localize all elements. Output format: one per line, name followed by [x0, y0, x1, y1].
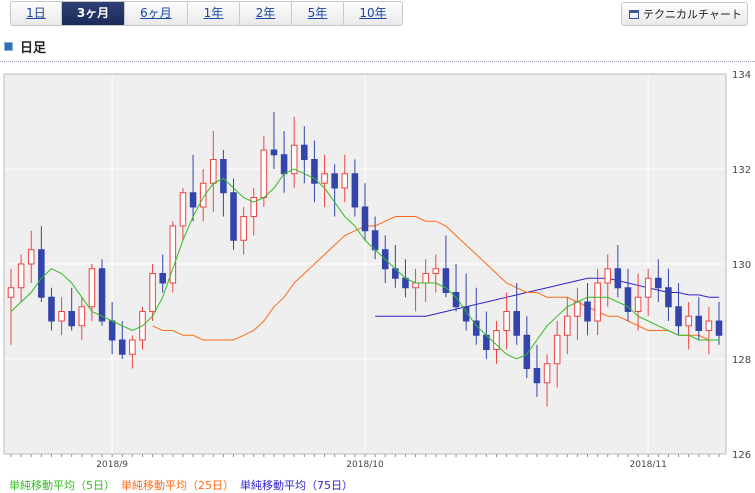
- tab-2[interactable]: 6ヶ月: [125, 2, 188, 25]
- legend-item-1: 単純移動平均（25日）: [121, 479, 234, 492]
- tab-0[interactable]: 1日: [11, 2, 62, 25]
- candle-body: [574, 301, 581, 317]
- y-tick-label: 130: [732, 260, 751, 271]
- candle-body: [564, 315, 571, 336]
- candle-body: [695, 315, 703, 331]
- candle-body: [311, 159, 318, 184]
- technical-chart-label: テクニカルチャート: [643, 8, 742, 21]
- dotted-divider: [0, 61, 755, 62]
- candle-body: [210, 159, 217, 184]
- period-tabs: 1日 3ヶ月 6ヶ月 1年 2年 5年 10年: [10, 1, 403, 26]
- sma75-line: [375, 277, 719, 317]
- candle-body: [412, 282, 419, 289]
- sma5-line: [10, 168, 719, 360]
- x-tick-label: 2018/9: [96, 460, 128, 470]
- candle-body: [442, 268, 450, 293]
- candle-body: [715, 320, 723, 336]
- candle-body: [634, 296, 642, 312]
- candle-body: [584, 301, 591, 322]
- tab-4[interactable]: 2年: [240, 2, 292, 25]
- candle-body: [685, 315, 692, 327]
- chart-legend: 単純移動平均（5日） 単純移動平均（25日） 単純移動平均（75日）: [9, 477, 359, 493]
- candle-body: [321, 173, 328, 184]
- candle-body: [523, 334, 531, 369]
- candle-body: [655, 277, 662, 289]
- sma25-line: [152, 216, 719, 341]
- candle-body: [503, 311, 510, 331]
- candle-body: [88, 268, 96, 308]
- candle-body: [250, 197, 258, 217]
- candle-body: [665, 287, 672, 308]
- candle-body: [179, 192, 187, 227]
- candle-body: [432, 268, 440, 274]
- candle-body: [513, 311, 520, 336]
- y-tick-label: 126: [732, 450, 751, 461]
- candle-body: [371, 230, 379, 251]
- candle-body: [149, 273, 156, 312]
- candle-body: [159, 273, 166, 284]
- candle-body: [614, 268, 622, 289]
- candle-body: [331, 173, 338, 189]
- candle-body: [270, 149, 278, 156]
- candle-body: [169, 225, 177, 284]
- candle-body: [38, 249, 45, 298]
- candle-body: [452, 292, 460, 308]
- candle-body: [48, 296, 55, 322]
- candle-body: [604, 268, 612, 284]
- tab-1[interactable]: 3ヶ月: [62, 2, 125, 25]
- y-tick-label: 132: [732, 165, 751, 176]
- candle-body: [220, 159, 227, 194]
- window-icon: [629, 9, 639, 19]
- square-bullet-icon: [4, 41, 13, 51]
- candle-body: [301, 144, 308, 160]
- candle-body: [189, 192, 197, 208]
- candle-body: [675, 306, 682, 327]
- candle-body: [705, 320, 713, 331]
- candle-body: [533, 368, 541, 384]
- candle-body: [68, 311, 75, 327]
- candle-body: [543, 363, 551, 384]
- candle-body: [280, 154, 288, 175]
- section-heading: 日足: [4, 38, 47, 56]
- x-tick-label: 2018/10: [346, 460, 384, 470]
- candle-body: [361, 206, 369, 232]
- candle-body: [493, 330, 500, 350]
- x-tick-label: 2018/11: [630, 460, 667, 470]
- candle-body: [17, 263, 25, 289]
- candle-body: [199, 182, 207, 208]
- tab-3[interactable]: 1年: [188, 2, 240, 25]
- candle-body: [351, 173, 359, 208]
- y-tick-label: 128: [732, 355, 751, 366]
- candle-body: [7, 287, 15, 298]
- candle-body: [422, 273, 429, 284]
- candle-body: [98, 268, 106, 322]
- y-tick-label: 134: [732, 70, 751, 81]
- candle-body: [260, 149, 268, 198]
- candle-body: [553, 334, 561, 365]
- candle-body: [118, 339, 126, 355]
- candle-body: [341, 173, 349, 189]
- candle-body: [644, 277, 652, 298]
- candle-body: [78, 306, 86, 327]
- tab-5[interactable]: 5年: [292, 2, 344, 25]
- candle-body: [290, 144, 298, 175]
- technical-chart-button[interactable]: テクニカルチャート: [621, 2, 748, 26]
- candle-body: [240, 216, 247, 241]
- candle-body: [27, 249, 35, 265]
- plot-border: [3, 73, 727, 455]
- candle-body: [129, 339, 136, 355]
- legend-item-2: 単純移動平均（75日）: [240, 479, 353, 492]
- tab-6[interactable]: 10年: [359, 6, 387, 20]
- candle-body: [624, 287, 632, 312]
- heading-label: 日足: [20, 40, 47, 56]
- candle-body: [230, 192, 237, 241]
- candle-body: [462, 306, 470, 322]
- candle-body: [108, 320, 116, 341]
- candle-body: [58, 311, 65, 322]
- legend-item-0: 単純移動平均（5日）: [9, 479, 115, 492]
- candle-body: [594, 282, 601, 322]
